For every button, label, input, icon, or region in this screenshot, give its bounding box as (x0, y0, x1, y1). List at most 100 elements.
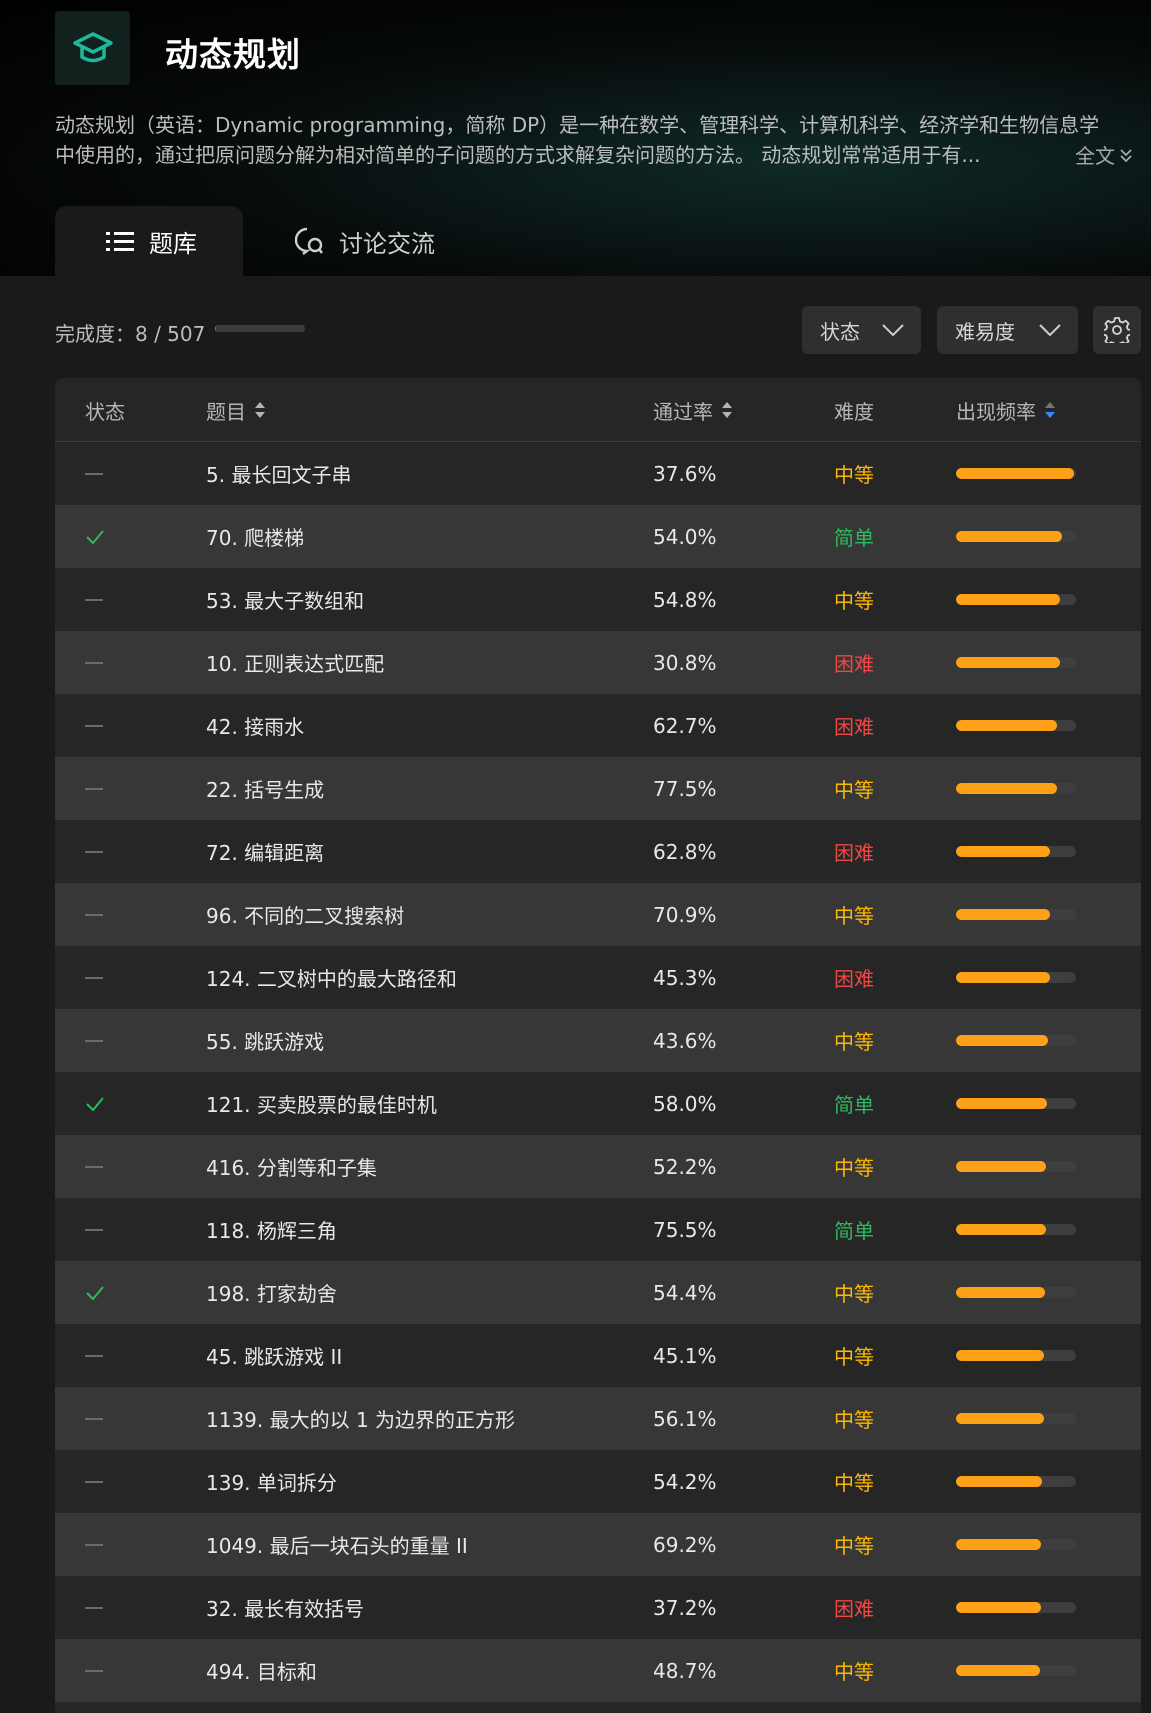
table-row[interactable]: 118. 杨辉三角 75.5% 简单 (55, 1198, 1141, 1261)
tab-discussion[interactable]: 讨论交流 (243, 206, 481, 276)
problem-title-link[interactable]: 1049. 最后一块石头的重量 II (206, 1513, 468, 1576)
frequency-fill (956, 909, 1050, 920)
problem-title: 55. 跳跃游戏 (206, 1030, 325, 1054)
problem-title-link[interactable]: 42. 接雨水 (206, 694, 304, 757)
status-cell (85, 1135, 125, 1198)
table-row[interactable]: 42. 接雨水 62.7% 困难 (55, 694, 1141, 757)
dash-icon (85, 1417, 103, 1420)
problem-title-link[interactable]: 139. 单词拆分 (206, 1450, 337, 1513)
check-icon (86, 1096, 104, 1111)
chat-icon (294, 227, 323, 255)
problem-title-link[interactable]: 10. 正则表达式匹配 (206, 631, 384, 694)
table-body: 5. 最长回文子串 37.6% 中等 70. 爬楼梯 54.0% 简单 53. 最大子数组和… (55, 442, 1141, 1702)
table-row[interactable]: 10. 正则表达式匹配 30.8% 困难 (55, 631, 1141, 694)
double-chevron-down-icon (1120, 148, 1132, 162)
full-text-toggle[interactable]: 全文 (1075, 140, 1133, 169)
column-frequency-sort[interactable]: 出现频率 (956, 378, 1056, 442)
dash-icon (85, 787, 103, 790)
difficulty-badge: 中等 (834, 778, 874, 802)
difficulty-badge: 困难 (834, 841, 874, 865)
problem-title-link[interactable]: 124. 二叉树中的最大路径和 (206, 946, 457, 1009)
problem-title-link[interactable]: 72. 编辑距离 (206, 820, 324, 883)
frequency-fill (956, 1287, 1045, 1298)
problem-title-link[interactable]: 494. 目标和 (206, 1639, 317, 1702)
dash-icon (85, 976, 103, 979)
problem-title-link[interactable]: 198. 打家劫舍 (206, 1261, 337, 1324)
sort-icon (255, 402, 265, 418)
acceptance-rate: 58.0% (653, 1091, 717, 1116)
problem-title-link[interactable]: 1139. 最大的以 1 为边界的正方形 (206, 1387, 515, 1450)
problem-title-link[interactable]: 22. 括号生成 (206, 757, 324, 820)
frequency-bar (956, 531, 1076, 542)
problem-title-link[interactable]: 96. 不同的二叉搜索树 (206, 883, 404, 946)
acceptance-rate: 43.6% (653, 1028, 717, 1053)
table-row[interactable]: 70. 爬楼梯 54.0% 简单 (55, 505, 1141, 568)
problem-title-link[interactable]: 32. 最长有效括号 (206, 1576, 364, 1639)
frequency-fill (956, 720, 1057, 731)
frequency-bar (956, 594, 1076, 605)
problem-title: 42. 接雨水 (206, 715, 305, 739)
difficulty-badge: 困难 (834, 715, 874, 739)
status-cell (85, 442, 125, 505)
table-row[interactable]: 198. 打家劫舍 54.4% 中等 (55, 1261, 1141, 1324)
table-row[interactable]: 53. 最大子数组和 54.8% 中等 (55, 568, 1141, 631)
dash-icon (85, 1480, 103, 1483)
acceptance-rate: 77.5% (653, 776, 717, 801)
frequency-bar (956, 1035, 1076, 1046)
acceptance-rate: 70.9% (653, 902, 717, 927)
tab-label: 讨论交流 (339, 229, 435, 258)
frequency-bar (956, 846, 1076, 857)
column-rate-sort[interactable]: 通过率 (653, 378, 733, 442)
difficulty-badge: 中等 (834, 1471, 874, 1495)
frequency-bar (956, 1161, 1076, 1172)
tab-problem-list[interactable]: 题库 (55, 206, 243, 276)
table-row[interactable]: 5. 最长回文子串 37.6% 中等 (55, 442, 1141, 505)
problem-title-link[interactable]: 70. 爬楼梯 (206, 505, 304, 568)
acceptance-rate: 37.2% (653, 1595, 717, 1620)
sort-descending-icon (1045, 402, 1055, 418)
table-row[interactable]: 124. 二叉树中的最大路径和 45.3% 困难 (55, 946, 1141, 1009)
graduation-cap-icon (72, 32, 113, 63)
difficulty-badge: 简单 (834, 526, 874, 550)
table-row[interactable]: 22. 括号生成 77.5% 中等 (55, 757, 1141, 820)
status-filter-dropdown[interactable]: 状态 (802, 306, 921, 354)
frequency-cell (956, 1576, 1076, 1639)
problem-title-link[interactable]: 45. 跳跃游戏 II (206, 1324, 342, 1387)
sort-icon (722, 402, 732, 418)
table-row[interactable]: 45. 跳跃游戏 II 45.1% 中等 (55, 1324, 1141, 1387)
problem-title: 198. 打家劫舍 (206, 1282, 337, 1306)
problem-title-link[interactable]: 121. 买卖股票的最佳时机 (206, 1072, 437, 1135)
frequency-fill (956, 468, 1074, 479)
difficulty-badge: 困难 (834, 1597, 874, 1621)
table-row[interactable]: 416. 分割等和子集 52.2% 中等 (55, 1135, 1141, 1198)
problem-title-link[interactable]: 416. 分割等和子集 (206, 1135, 377, 1198)
problem-title-link[interactable]: 118. 杨辉三角 (206, 1198, 337, 1261)
frequency-fill (956, 1413, 1044, 1424)
table-row[interactable]: 139. 单词拆分 54.2% 中等 (55, 1450, 1141, 1513)
table-row[interactable]: 96. 不同的二叉搜索树 70.9% 中等 (55, 883, 1141, 946)
problem-title-link[interactable]: 5. 最长回文子串 (206, 442, 351, 505)
dash-icon (85, 850, 103, 853)
table-row[interactable]: 55. 跳跃游戏 43.6% 中等 (55, 1009, 1141, 1072)
column-rate-label: 通过率 (653, 399, 713, 424)
problem-title: 118. 杨辉三角 (206, 1219, 337, 1243)
frequency-cell (956, 757, 1076, 820)
problem-title: 22. 括号生成 (206, 778, 325, 802)
difficulty-filter-label: 难易度 (955, 319, 1015, 344)
problem-title-link[interactable]: 53. 最大子数组和 (206, 568, 364, 631)
table-row[interactable]: 494. 目标和 48.7% 中等 (55, 1639, 1141, 1702)
problem-title-link[interactable]: 55. 跳跃游戏 (206, 1009, 324, 1072)
table-row[interactable]: 121. 买卖股票的最佳时机 58.0% 简单 (55, 1072, 1141, 1135)
column-title-sort[interactable]: 题目 (206, 378, 266, 442)
difficulty-filter-dropdown[interactable]: 难易度 (937, 306, 1078, 354)
dash-icon (85, 472, 103, 475)
acceptance-rate: 56.1% (653, 1406, 717, 1431)
table-row[interactable]: 1049. 最后一块石头的重量 II 69.2% 中等 (55, 1513, 1141, 1576)
acceptance-rate: 48.7% (653, 1658, 717, 1683)
table-row[interactable]: 72. 编辑距离 62.8% 困难 (55, 820, 1141, 883)
settings-button[interactable] (1093, 306, 1141, 354)
difficulty-badge: 中等 (834, 1282, 874, 1306)
table-row[interactable]: 1139. 最大的以 1 为边界的正方形 56.1% 中等 (55, 1387, 1141, 1450)
table-row[interactable]: 32. 最长有效括号 37.2% 困难 (55, 1576, 1141, 1639)
frequency-fill (956, 1161, 1046, 1172)
